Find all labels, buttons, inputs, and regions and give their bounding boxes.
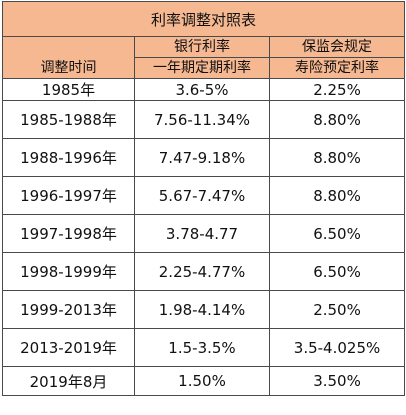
table-row: 1997-1998年 3.78-4.77 6.50%	[2, 214, 406, 253]
cell-insurance-rate: 3.5-4.025%	[268, 328, 406, 367]
header-life-insurance-rate: 寿险预定利率	[268, 57, 406, 79]
table-row: 2019年8月 1.50% 3.50%	[2, 366, 406, 396]
cell-insurance-rate: 8.80%	[268, 176, 406, 215]
cell-insurance-rate: 8.80%	[268, 100, 406, 139]
header-adjust-time: 调整时间	[2, 36, 135, 79]
cell-period: 1985年	[2, 78, 135, 101]
cell-insurance-rate: 8.80%	[268, 138, 406, 177]
cell-bank-rate: 5.67-7.47%	[134, 176, 270, 215]
cell-bank-rate: 2.25-4.77%	[134, 252, 270, 291]
cell-bank-rate: 3.78-4.77	[134, 214, 270, 253]
header-bank-rate: 银行利率	[134, 36, 270, 58]
cell-insurance-rate: 6.50%	[268, 252, 406, 291]
cell-bank-rate: 1.98-4.14%	[134, 290, 270, 329]
table-row: 1996-1997年 5.67-7.47% 8.80%	[2, 176, 406, 215]
title-row: 利率调整对照表	[1, 1, 406, 37]
cell-period: 2013-2019年	[2, 328, 135, 367]
cell-period: 1988-1996年	[2, 138, 135, 177]
cell-bank-rate: 7.47-9.18%	[134, 138, 270, 177]
cell-period: 1999-2013年	[2, 290, 135, 329]
cell-insurance-rate: 6.50%	[268, 214, 406, 253]
cell-bank-rate: 3.6-5%	[134, 78, 270, 101]
cell-period: 1997-1998年	[2, 214, 135, 253]
header-row-top: 调整时间 银行利率 保监会规定	[2, 36, 406, 79]
cell-insurance-rate: 3.50%	[268, 366, 406, 396]
table-row: 1985-1988年 7.56-11.34% 8.80%	[2, 100, 406, 139]
table-row: 1985年 3.6-5% 2.25%	[2, 78, 406, 101]
cell-bank-rate: 1.5-3.5%	[134, 328, 270, 367]
cell-bank-rate: 7.56-11.34%	[134, 100, 270, 139]
table-row: 1988-1996年 7.47-9.18% 8.80%	[2, 138, 406, 177]
cell-period: 1996-1997年	[2, 176, 135, 215]
header-one-year-deposit-rate: 一年期定期利率	[134, 57, 270, 79]
cell-period: 2019年8月	[2, 366, 135, 396]
header-adjust-time-label: 调整时间	[40, 59, 97, 76]
cell-insurance-rate: 2.25%	[268, 78, 406, 101]
rate-comparison-table: 利率调整对照表 调整时间 银行利率 保监会规定 一年期定期利率 寿险预定利率 1…	[1, 1, 406, 396]
cell-insurance-rate: 2.50%	[268, 290, 406, 329]
cell-period: 1985-1988年	[2, 100, 135, 139]
table-title: 利率调整对照表	[1, 1, 406, 37]
header-regulator-rule: 保监会规定	[268, 36, 406, 58]
table-row: 1999-2013年 1.98-4.14% 2.50%	[2, 290, 406, 329]
table-row: 1998-1999年 2.25-4.77% 6.50%	[2, 252, 406, 291]
cell-bank-rate: 1.50%	[134, 366, 270, 396]
table-row: 2013-2019年 1.5-3.5% 3.5-4.025%	[2, 328, 406, 367]
cell-period: 1998-1999年	[2, 252, 135, 291]
header-row-bottom: 一年期定期利率 寿险预定利率	[3, 57, 406, 79]
